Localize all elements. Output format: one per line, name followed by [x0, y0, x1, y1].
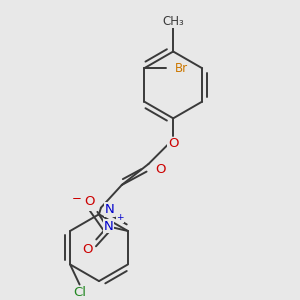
Text: +: + — [116, 213, 124, 222]
Text: N: N — [105, 203, 114, 216]
Text: O: O — [155, 163, 165, 176]
Text: O: O — [168, 137, 178, 150]
Text: O: O — [83, 243, 93, 256]
Text: CH₃: CH₃ — [162, 15, 184, 28]
Text: H: H — [88, 201, 95, 211]
Text: −: − — [72, 192, 82, 206]
Text: Cl: Cl — [73, 286, 86, 299]
Text: N: N — [104, 220, 114, 233]
Text: Br: Br — [175, 62, 188, 75]
Text: O: O — [84, 195, 94, 208]
